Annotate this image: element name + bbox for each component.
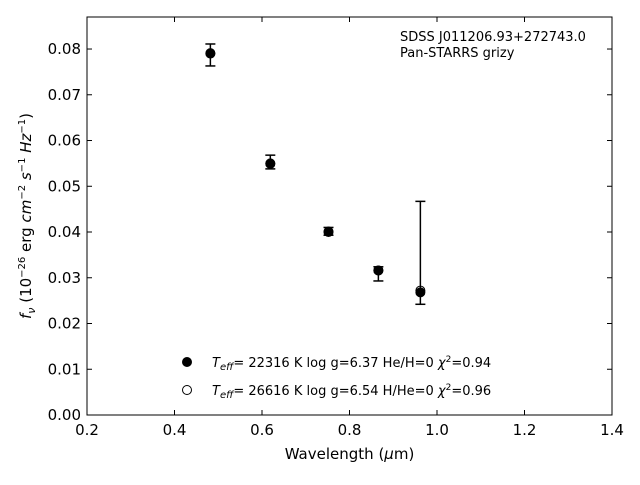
annotation-survey: Pan-STARRS grizy [400, 46, 515, 61]
y-tick-label: 0.03 [48, 269, 81, 287]
model-point-db [323, 227, 334, 238]
y-tick-label: 0.04 [48, 223, 81, 241]
legend-marker-filled [182, 357, 192, 367]
y-tick-label: 0.02 [48, 315, 81, 333]
x-tick-label: 0.8 [338, 421, 362, 439]
y-tick-label: 0.00 [48, 406, 81, 424]
x-tick-label: 1.0 [425, 421, 449, 439]
y-tick-label: 0.07 [48, 86, 81, 104]
x-tick-label: 0.4 [163, 421, 187, 439]
annotation-object-name: SDSS J011206.93+272743.0 [400, 30, 586, 45]
legend-entry: Teff= 22316 K log g=6.37 He/H=0 χ2=0.94 [212, 355, 491, 373]
y-tick-label: 0.01 [48, 360, 81, 378]
legend-entry: Teff= 26616 K log g=6.54 H/He=0 χ2=0.96 [212, 383, 491, 401]
y-axis-label: fν (10−26 erg cm−2 s−1 Hz−1) [17, 113, 38, 319]
model-point-db [265, 158, 276, 169]
model-point-db [415, 285, 426, 296]
y-tick-label: 0.08 [48, 40, 81, 58]
legend-marker-open [182, 385, 192, 395]
x-tick-label: 1.2 [513, 421, 537, 439]
x-tick-label: 0.2 [75, 421, 99, 439]
x-tick-label: 0.6 [250, 421, 274, 439]
model-point-db [205, 48, 216, 59]
x-axis-label: Wavelength (μm) [285, 445, 415, 463]
y-tick-label: 0.06 [48, 132, 81, 150]
x-tick-label: 1.4 [600, 421, 624, 439]
model-point-db [373, 265, 384, 276]
y-tick-label: 0.05 [48, 177, 81, 195]
